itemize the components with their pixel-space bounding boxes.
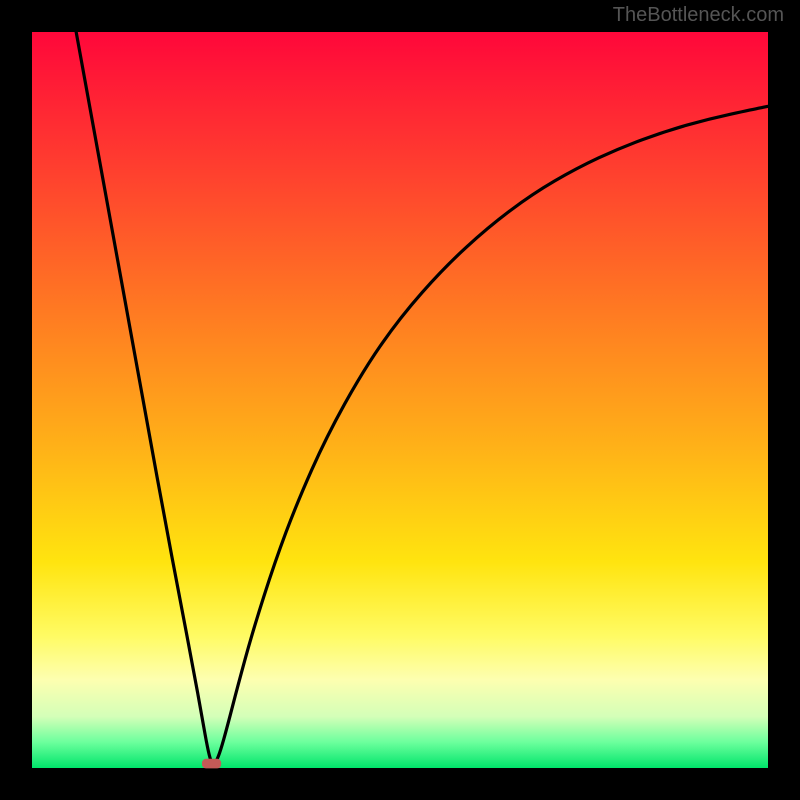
- watermark-text: TheBottleneck.com: [613, 4, 784, 27]
- chart-stage: TheBottleneck.com: [0, 0, 800, 800]
- chart-background-gradient: [32, 32, 768, 768]
